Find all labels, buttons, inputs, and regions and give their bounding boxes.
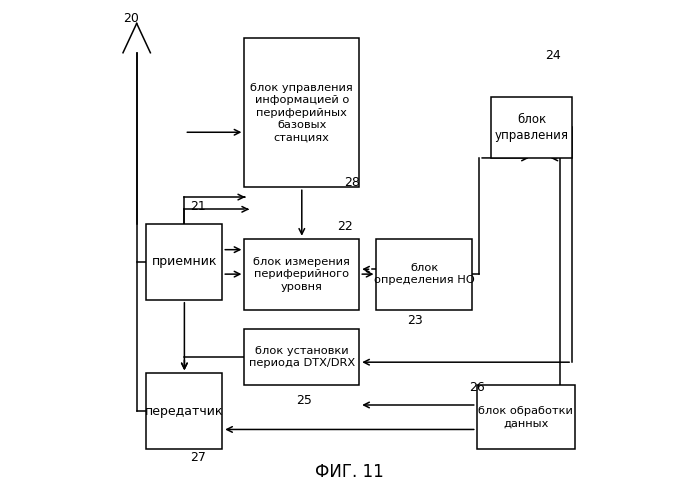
Text: 21: 21 bbox=[191, 200, 206, 214]
Bar bbox=[245, 329, 359, 385]
Text: ФИГ. 11: ФИГ. 11 bbox=[315, 463, 384, 481]
Bar bbox=[245, 38, 359, 187]
Bar bbox=[147, 224, 222, 300]
Text: 20: 20 bbox=[124, 12, 139, 25]
Bar bbox=[245, 239, 359, 309]
Text: блок управления
информацией о
периферийных
базовых
станциях: блок управления информацией о периферийн… bbox=[250, 83, 353, 143]
Text: 22: 22 bbox=[338, 220, 353, 233]
Text: блок
управления: блок управления bbox=[495, 113, 569, 142]
Text: 24: 24 bbox=[545, 49, 561, 62]
Text: 28: 28 bbox=[345, 176, 361, 189]
Text: 27: 27 bbox=[191, 451, 206, 464]
Text: передатчик: передатчик bbox=[145, 404, 224, 418]
Text: 26: 26 bbox=[469, 381, 485, 395]
Bar bbox=[491, 97, 572, 158]
Text: блок обработки
данных: блок обработки данных bbox=[478, 406, 573, 429]
Bar bbox=[477, 385, 575, 449]
Text: блок установки
периода DTX/DRX: блок установки периода DTX/DRX bbox=[249, 346, 355, 369]
Text: 25: 25 bbox=[296, 394, 312, 406]
Text: блок измерения
периферийного
уровня: блок измерения периферийного уровня bbox=[253, 257, 350, 292]
Text: 23: 23 bbox=[408, 314, 423, 327]
Text: приемник: приемник bbox=[152, 255, 217, 269]
Bar bbox=[147, 373, 222, 449]
Bar bbox=[376, 239, 472, 309]
Text: блок
определения НО: блок определения НО bbox=[374, 263, 475, 285]
